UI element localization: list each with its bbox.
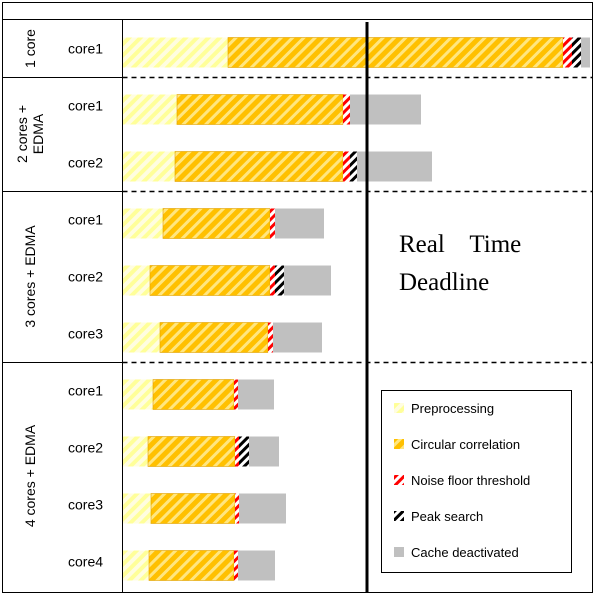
bar-segment	[147, 436, 236, 467]
bar-segment	[249, 436, 279, 467]
core-label: core2	[68, 155, 103, 171]
bar-segment	[239, 436, 249, 467]
bar-segment	[234, 379, 238, 410]
legend-swatch	[394, 475, 404, 485]
legend-swatch	[394, 547, 404, 557]
bar-segment	[581, 37, 590, 68]
legend-label: Noise floor threshold	[411, 473, 530, 488]
core-labels: core1 core1 core2 core1 core2 core3 core1 core2…	[68, 41, 103, 570]
bar-segment	[149, 265, 271, 296]
core-label: core1	[68, 98, 103, 114]
core-label: core2	[68, 269, 103, 285]
core-label: core1	[68, 41, 103, 57]
group-dividers	[2, 76, 593, 364]
bar-segment	[234, 550, 238, 581]
core-label: core1	[68, 383, 103, 399]
legend-label: Peak search	[411, 509, 483, 524]
bar-segment	[275, 208, 324, 239]
bar-segment	[238, 550, 275, 581]
bar-segment	[270, 208, 275, 239]
legend-swatch	[394, 439, 404, 449]
core-label: core3	[68, 497, 103, 513]
bar-segment	[123, 436, 148, 467]
bar-segment	[235, 436, 239, 467]
deadline-label-line1: Real Time	[399, 231, 521, 258]
bar-segment	[123, 208, 163, 239]
bar-segment	[176, 94, 344, 125]
bar-segment	[270, 265, 275, 296]
group-label: 2 cores +EDMA	[14, 105, 46, 163]
bar-segment	[572, 37, 581, 68]
bar-segment	[150, 493, 236, 524]
bar-segment	[343, 151, 350, 182]
bar-segment	[273, 322, 322, 353]
group-label: 3 cores + EDMA	[22, 225, 38, 328]
bar-segment	[123, 550, 149, 581]
bar-segment	[268, 322, 273, 353]
bar-segment	[123, 37, 228, 68]
bar-segment	[350, 151, 357, 182]
bar-segment	[123, 493, 151, 524]
core-label: core4	[68, 554, 103, 570]
legend-swatch	[394, 511, 404, 521]
bar-segment	[238, 379, 274, 410]
legend-label: Cache deactivated	[411, 545, 519, 560]
bar-segment	[174, 151, 344, 182]
bar-segment	[563, 37, 572, 68]
bar-segment	[357, 151, 432, 182]
legend: Preprocessing Circular correlation Noise f…	[381, 390, 572, 573]
bar-segment	[350, 94, 421, 125]
bars	[123, 37, 590, 581]
core-label: core3	[68, 326, 103, 342]
bar-segment	[123, 379, 153, 410]
bar-segment	[152, 379, 235, 410]
legend-swatch	[394, 403, 404, 413]
deadline-label-line2: Deadline	[399, 269, 489, 296]
bar-segment	[235, 493, 239, 524]
bar-segment	[123, 322, 160, 353]
legend-box	[381, 390, 572, 573]
group-label: 4 cores + EDMA	[22, 424, 38, 527]
group-labels: 1 core 2 cores +EDMA 3 cores + EDMA 4 cores…	[14, 29, 46, 527]
core-label: core1	[68, 212, 103, 228]
core-label: core2	[68, 440, 103, 456]
bar-segment	[159, 322, 269, 353]
bar-segment	[275, 265, 284, 296]
bar-segment	[239, 493, 286, 524]
legend-label: Circular correlation	[411, 437, 520, 452]
bar-segment	[123, 265, 150, 296]
bar-segment	[148, 550, 235, 581]
bar-segment	[123, 94, 177, 125]
bar-segment	[123, 151, 175, 182]
legend-label: Preprocessing	[411, 401, 494, 416]
bar-segment	[284, 265, 331, 296]
group-label: 1 core	[22, 29, 38, 68]
bar-segment	[162, 208, 271, 239]
bar-segment	[343, 94, 350, 125]
bar-segment	[227, 37, 564, 68]
